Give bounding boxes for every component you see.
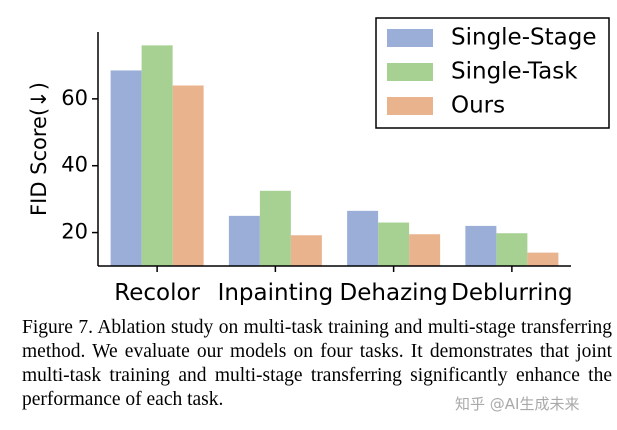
x-category-label: Deblurring	[451, 280, 573, 306]
y-tick-label: 40	[61, 153, 88, 177]
bar-chart: 20 40 60 Recolor Inpainting Dehazing Deblurri…	[27, 17, 610, 306]
y-tick-label: 60	[61, 86, 88, 110]
bar-deblurring-ours	[527, 252, 559, 266]
bar-dehazing-single-stage	[347, 210, 379, 266]
legend-label: Ours	[451, 93, 505, 119]
legend-swatch	[387, 29, 433, 47]
legend-swatch	[387, 63, 433, 81]
watermark: 知乎 @AI生成未来	[455, 395, 580, 413]
bar-inpainting-single-stage	[228, 215, 260, 266]
x-category-label: Dehazing	[340, 280, 448, 306]
legend: Single-Stage Single-Task Ours	[375, 17, 610, 129]
bar-inpainting-single-task	[259, 190, 291, 266]
legend-label: Single-Task	[451, 59, 578, 85]
bar-deblurring-single-stage	[465, 225, 497, 266]
bar-dehazing-ours	[409, 234, 441, 266]
bar-recolor-ours	[172, 85, 204, 266]
bar-dehazing-single-task	[378, 222, 410, 266]
legend-label: Single-Stage	[451, 25, 596, 51]
figure-caption: Figure 7. Ablation study on multi-task t…	[22, 317, 612, 410]
legend-swatch	[387, 97, 433, 115]
bar-deblurring-single-task	[496, 233, 528, 266]
bar-inpainting-ours	[290, 235, 322, 266]
y-axis-title: FID Score(↓)	[27, 82, 51, 216]
bar-recolor-single-stage	[110, 70, 142, 266]
x-category-label: Inpainting	[218, 280, 334, 306]
bar-recolor-single-task	[141, 45, 173, 266]
y-tick-label: 20	[61, 220, 88, 244]
x-category-label: Recolor	[114, 280, 200, 306]
